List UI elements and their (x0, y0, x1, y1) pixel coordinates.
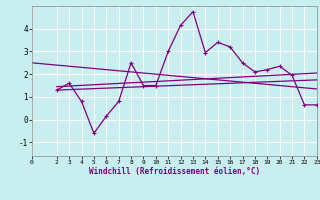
X-axis label: Windchill (Refroidissement éolien,°C): Windchill (Refroidissement éolien,°C) (89, 167, 260, 176)
